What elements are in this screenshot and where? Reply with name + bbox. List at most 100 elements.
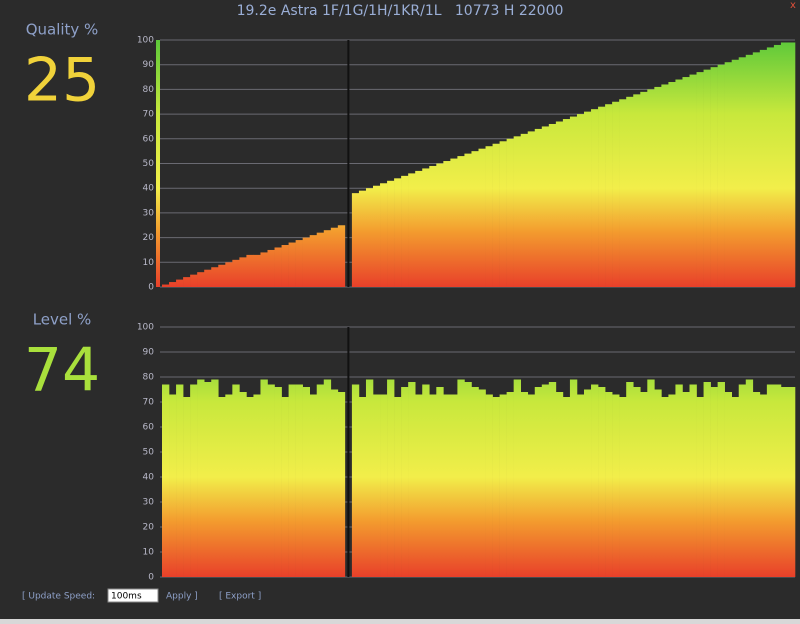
- bar: [358, 190, 367, 287]
- bar: [394, 178, 402, 287]
- bar: [689, 74, 697, 287]
- bar: [401, 175, 409, 287]
- bar: [710, 387, 718, 577]
- bar: [633, 94, 641, 287]
- bar: [527, 394, 536, 577]
- bar: [288, 384, 296, 577]
- update-speed-value[interactable]: 100ms: [111, 592, 142, 602]
- bar: [176, 279, 184, 287]
- bar: [316, 384, 325, 577]
- y-tick-label: 30: [143, 208, 155, 218]
- bar: [506, 138, 514, 287]
- export-button[interactable]: [ Export ]: [219, 592, 261, 602]
- bar: [612, 101, 620, 287]
- bar: [478, 148, 486, 287]
- update-speed-input[interactable]: [107, 588, 159, 603]
- bar: [373, 394, 381, 577]
- bar: [745, 54, 754, 287]
- y-tick-label: 30: [143, 498, 155, 508]
- bar: [169, 282, 177, 287]
- bar: [415, 170, 423, 287]
- bar: [506, 392, 514, 577]
- bar: [351, 384, 360, 577]
- bar: [534, 387, 543, 577]
- bar: [330, 389, 339, 577]
- status-strip: [0, 619, 800, 624]
- bar: [450, 394, 458, 577]
- bar: [682, 77, 690, 287]
- bar: [598, 387, 606, 577]
- bar: [260, 379, 268, 577]
- bar: [274, 387, 282, 577]
- bar: [591, 109, 599, 287]
- bar: [422, 384, 430, 577]
- quality-value: 25: [24, 46, 100, 116]
- bar: [387, 180, 395, 287]
- bar: [724, 62, 732, 288]
- bar: [703, 69, 711, 287]
- bar: [197, 272, 205, 287]
- bar: [211, 379, 219, 577]
- bar: [520, 392, 529, 577]
- bar: [612, 394, 620, 577]
- bar: [745, 379, 754, 577]
- bar: [281, 245, 289, 287]
- bar: [169, 394, 177, 577]
- bar: [429, 394, 437, 577]
- bar: [232, 259, 240, 287]
- bar: [492, 397, 500, 577]
- bar: [555, 392, 564, 577]
- window-title: 19.2e Astra 1F/1G/1H/1KR/1L 10773 H 2200…: [237, 3, 564, 19]
- bar: [225, 394, 233, 577]
- bar: [450, 158, 458, 287]
- bar: [211, 267, 219, 287]
- bar: [246, 397, 254, 577]
- bar: [696, 397, 704, 577]
- bar: [365, 379, 374, 577]
- bar: [787, 387, 796, 577]
- bar: [323, 379, 332, 577]
- y-tick-label: 70: [143, 110, 155, 120]
- bar: [309, 235, 318, 287]
- bar: [422, 168, 430, 287]
- bar: [408, 173, 416, 287]
- bar: [387, 379, 395, 577]
- y-tick-label: 0: [148, 573, 154, 583]
- close-button[interactable]: x: [790, 0, 796, 11]
- bar: [457, 379, 465, 577]
- bar: [773, 384, 782, 577]
- bar: [436, 163, 444, 287]
- bar: [731, 59, 740, 288]
- bar: [534, 128, 543, 287]
- y-tick-label: 80: [143, 85, 155, 95]
- bar: [584, 111, 592, 287]
- bar: [239, 392, 247, 577]
- bar: [640, 91, 648, 288]
- bar: [485, 394, 493, 577]
- bar: [591, 384, 599, 577]
- bar: [780, 387, 789, 577]
- bar: [429, 165, 437, 287]
- bar: [499, 141, 507, 287]
- bar: [162, 284, 170, 287]
- bar: [548, 382, 557, 577]
- bar: [738, 384, 747, 577]
- bar: [640, 392, 648, 577]
- bar: [654, 389, 662, 577]
- apply-button[interactable]: Apply ]: [166, 592, 198, 602]
- bar: [176, 384, 184, 577]
- bar: [633, 387, 641, 577]
- bar: [731, 397, 740, 577]
- bar: [358, 397, 367, 577]
- bar: [717, 64, 725, 287]
- bar: [415, 394, 423, 577]
- bar: [443, 394, 451, 577]
- bar: [246, 254, 254, 287]
- bar: [204, 269, 212, 287]
- bar: [513, 379, 521, 577]
- bar: [464, 153, 472, 287]
- bar: [281, 397, 289, 577]
- bar: [295, 384, 303, 577]
- y-tick-label: 0: [148, 283, 154, 293]
